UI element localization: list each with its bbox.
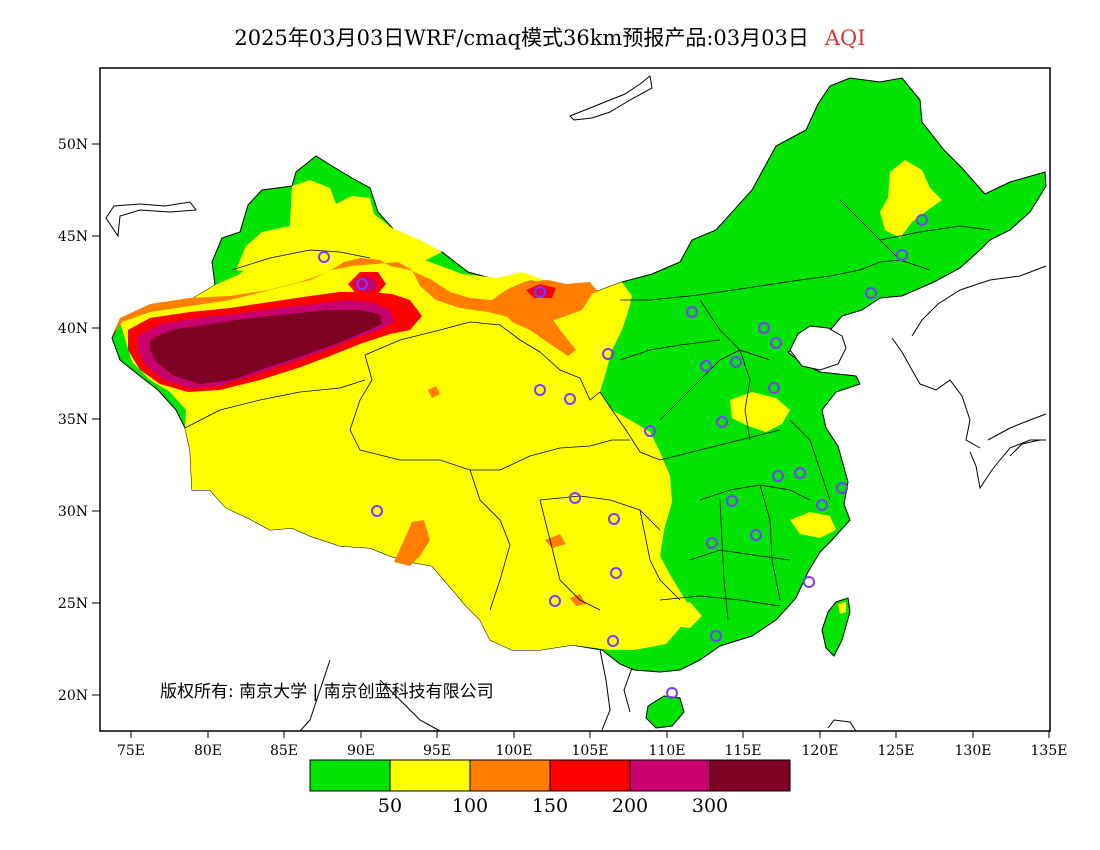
lat-label: 30N: [58, 504, 88, 520]
station-marker: [716, 416, 728, 428]
station-marker: [610, 567, 622, 579]
lon-label: 120E: [802, 743, 839, 759]
region-orange-mongolia-border: [492, 280, 592, 330]
colorbar-swatch: [549, 759, 631, 792]
station-marker: [549, 595, 561, 607]
lon-label: 95E: [423, 743, 451, 759]
region-yellow-south: [666, 602, 702, 628]
station-marker: [686, 306, 698, 318]
station-marker: [770, 337, 782, 349]
station-marker: [916, 214, 928, 226]
station-marker: [758, 322, 770, 334]
map-frame: [99, 67, 1051, 732]
lon-labels: 75E 80E 85E 90E 95E 100E 105E 110E 115E …: [117, 743, 1068, 759]
province-boundaries: [184, 199, 991, 621]
lon-label: 85E: [270, 743, 298, 759]
region-orange-small3: [570, 594, 586, 606]
region-yellow-ne: [880, 160, 942, 238]
station-marker: [836, 482, 848, 494]
colorbar-swatch: [389, 759, 471, 792]
lon-label: 105E: [572, 743, 609, 759]
colorbar-label: 100: [452, 795, 488, 817]
colorbar-label: 300: [692, 795, 728, 817]
station-marker: [356, 278, 368, 290]
station-marker: [534, 384, 546, 396]
hainan-island: [645, 695, 685, 729]
title-text: 2025年03月03日WRF/cmaq模式36km预报产品:03月03日: [234, 26, 809, 50]
taiwan-yellow: [838, 602, 846, 614]
lon-label: 135E: [1031, 743, 1068, 759]
lat-label: 50N: [58, 137, 88, 153]
station-marker: [865, 287, 877, 299]
lon-label: 90E: [347, 743, 375, 759]
lon-label: 110E: [649, 743, 686, 759]
lon-label: 115E: [725, 743, 762, 759]
station-marker: [564, 393, 576, 405]
station-marker: [768, 382, 780, 394]
lat-label: 35N: [58, 412, 88, 428]
station-marker: [730, 356, 742, 368]
station-marker: [706, 537, 718, 549]
station-marker: [816, 499, 828, 511]
station-marker: [534, 286, 546, 298]
lat-label: 25N: [58, 596, 88, 612]
lon-label: 100E: [496, 743, 533, 759]
bohai-sea: [789, 325, 847, 371]
region-yellow-hubei: [730, 392, 790, 432]
region-orange-tibet: [394, 520, 430, 566]
colorbar-swatch: [309, 759, 391, 792]
station-marker: [569, 492, 581, 504]
station-marker: [896, 249, 908, 261]
title-variable: AQI: [824, 26, 866, 50]
station-marker: [371, 505, 383, 517]
region-orange-small2: [545, 534, 566, 548]
region-yellow-zhejiang: [790, 512, 836, 538]
station-marker: [608, 513, 620, 525]
lat-axis: [92, 143, 100, 696]
colorbar-swatch: [629, 759, 711, 792]
station-marker: [803, 576, 815, 588]
region-maroon-tarim: [150, 310, 382, 384]
lon-label: 80E: [194, 743, 222, 759]
copyright-text: 版权所有: 南京大学 | 南京创蓝科技有限公司: [160, 682, 494, 702]
lat-labels: 50N 45N 40N 35N 30N 25N 20N: [58, 137, 88, 704]
station-markers: [318, 214, 928, 699]
station-marker: [318, 251, 330, 263]
lon-axis: [130, 731, 1050, 738]
map-title: 2025年03月03日WRF/cmaq模式36km预报产品:03月03日 AQI: [0, 22, 1100, 52]
lat-label: 45N: [58, 229, 88, 245]
lat-label: 40N: [58, 321, 88, 337]
station-marker: [644, 425, 656, 437]
colorbar-label: 50: [378, 795, 402, 817]
station-marker: [602, 348, 614, 360]
foreign-borders: [105, 75, 1047, 731]
map-content: 版权所有: 南京大学 | 南京创蓝科技有限公司: [105, 75, 1047, 731]
colorbar-swatch: [709, 759, 791, 792]
lon-label: 125E: [878, 743, 915, 759]
station-marker: [726, 495, 738, 507]
station-marker: [666, 687, 678, 699]
station-marker: [700, 360, 712, 372]
station-marker: [710, 630, 722, 642]
station-marker: [794, 467, 806, 479]
lon-label: 130E: [955, 743, 992, 759]
station-marker: [772, 470, 784, 482]
colorbar-label: 200: [612, 795, 648, 817]
colorbar-swatch: [469, 759, 551, 792]
colorbar-label: 150: [532, 795, 568, 817]
lon-label: 75E: [117, 743, 145, 759]
lat-label: 20N: [58, 688, 88, 704]
region-orange-small1: [428, 386, 440, 398]
station-marker: [750, 529, 762, 541]
region-yellow-north-xj: [236, 180, 442, 272]
station-marker: [607, 635, 619, 647]
colorbar: 50 100 150 200 300: [309, 759, 791, 817]
